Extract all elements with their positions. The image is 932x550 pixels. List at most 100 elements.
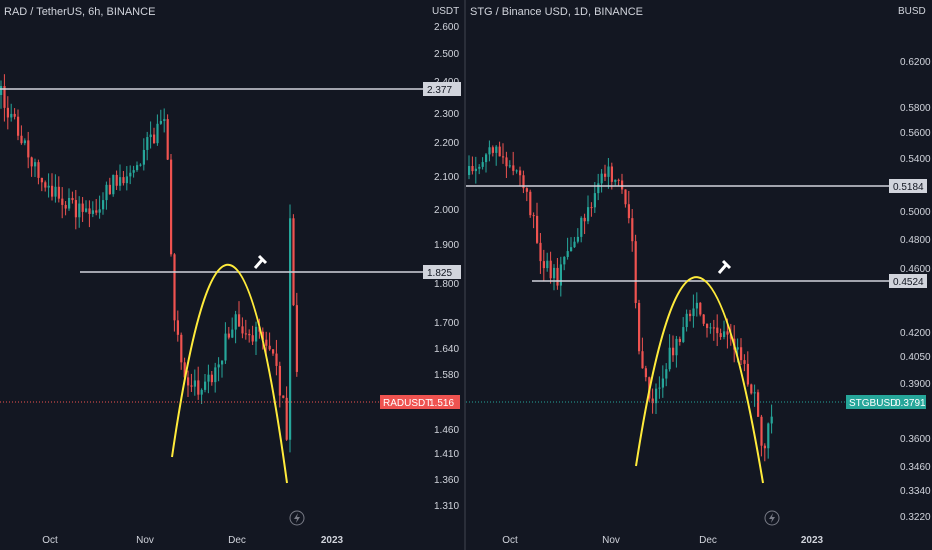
candle-body <box>678 338 681 342</box>
candle-body <box>64 204 67 209</box>
candle-body <box>644 368 647 378</box>
level-label: 2.377 <box>427 85 452 96</box>
candle-body <box>23 140 26 144</box>
candle-body <box>190 385 193 387</box>
x-tick-label: 2023 <box>801 535 824 546</box>
y-tick-label: 0.4800 <box>900 235 931 246</box>
y-tick-label: 1.900 <box>434 240 459 251</box>
y-tick-label: 1.800 <box>434 279 459 290</box>
candle-body <box>481 162 484 167</box>
candle-body <box>699 302 702 315</box>
candle-body <box>638 302 641 352</box>
chart-panel-rad[interactable]: RAD / TetherUS, 6h, BINANCE USDT 2.377 1.… <box>0 0 464 550</box>
rounded-top-arc <box>635 276 764 484</box>
candle-body <box>519 170 522 176</box>
level-tag <box>423 82 461 96</box>
price-tag <box>846 395 926 409</box>
candle-body <box>68 197 71 209</box>
candle-body <box>17 116 20 136</box>
candle-body <box>156 123 159 144</box>
candle-body <box>129 172 132 177</box>
candle-body <box>556 267 559 286</box>
x-tick-label: 2023 <box>321 535 344 546</box>
candle-body <box>746 363 749 385</box>
candle-body <box>763 445 766 449</box>
candle-body <box>498 146 501 157</box>
candle-body <box>289 218 292 440</box>
candle-body <box>474 168 477 172</box>
x-tick-label: Nov <box>136 535 154 546</box>
candle-body <box>583 217 586 222</box>
y-tick-label: 2.600 <box>434 22 459 33</box>
candle-body <box>692 308 695 317</box>
candle-body <box>760 416 763 446</box>
candle-body <box>593 193 596 208</box>
candle-body <box>265 339 268 346</box>
candle-body <box>47 185 50 188</box>
candle-body <box>610 166 613 182</box>
candle-body <box>590 207 593 209</box>
candle-body <box>525 188 528 192</box>
candle-body <box>478 166 481 169</box>
hammer-icon <box>253 254 268 269</box>
y-tick-label: 0.3600 <box>900 434 931 445</box>
candle-body <box>210 374 213 383</box>
candle-body <box>251 335 254 342</box>
candle-body <box>726 331 729 335</box>
candle-body <box>559 264 562 286</box>
candle-body <box>512 165 515 171</box>
candle-body <box>658 387 661 389</box>
candle-body <box>672 347 675 356</box>
candle-body <box>227 333 230 338</box>
candle-body <box>214 367 217 383</box>
level-tag <box>423 265 461 279</box>
candle-body <box>88 208 91 214</box>
candle-body <box>61 198 64 205</box>
level-label: 0.5184 <box>893 182 924 193</box>
candle-body <box>3 86 6 108</box>
candle-body <box>566 251 569 257</box>
x-tick-label: Dec <box>228 535 246 546</box>
lightning-icon <box>289 510 305 526</box>
candle-body <box>142 149 145 165</box>
chart-panel-stg[interactable]: STG / Binance USD, 1D, BINANCE BUSD 0.51… <box>466 0 932 550</box>
panel-divider <box>464 0 466 550</box>
candle-body <box>231 329 234 338</box>
level-tag <box>889 179 927 193</box>
y-tick-label: 1.410 <box>434 449 459 460</box>
y-tick-label: 2.100 <box>434 172 459 183</box>
candle-body <box>81 203 84 212</box>
candle-body <box>651 398 654 404</box>
candle-body <box>115 174 118 186</box>
candle-body <box>740 347 743 361</box>
chart-title: RAD / TetherUS, 6h, BINANCE <box>4 6 156 18</box>
candle-body <box>248 333 251 336</box>
price-value: 1.516 <box>429 398 454 409</box>
candle-body <box>770 416 773 424</box>
candle-body <box>102 200 105 210</box>
candle-body <box>91 210 94 214</box>
candle-body <box>624 189 627 205</box>
candle-body <box>193 380 196 387</box>
x-tick-label: Oct <box>42 535 58 546</box>
y-tick-label: 1.580 <box>434 370 459 381</box>
candle-body <box>723 331 726 338</box>
candle-body <box>132 170 135 173</box>
y-tick-label: 2.300 <box>434 109 459 120</box>
candle-body <box>573 241 576 248</box>
candle-body <box>689 313 692 317</box>
candle-body <box>570 247 573 252</box>
candle-body <box>292 218 295 306</box>
candle-body <box>176 320 179 335</box>
candle-body <box>244 333 247 335</box>
candle-body <box>54 186 57 197</box>
y-tick-label: 0.4050 <box>900 352 931 363</box>
candle-body <box>743 360 746 364</box>
candle-body <box>122 177 125 184</box>
y-tick-label: 1.700 <box>434 318 459 329</box>
candle-body <box>105 184 108 201</box>
candle-body <box>685 313 688 328</box>
candle-body <box>170 159 173 255</box>
